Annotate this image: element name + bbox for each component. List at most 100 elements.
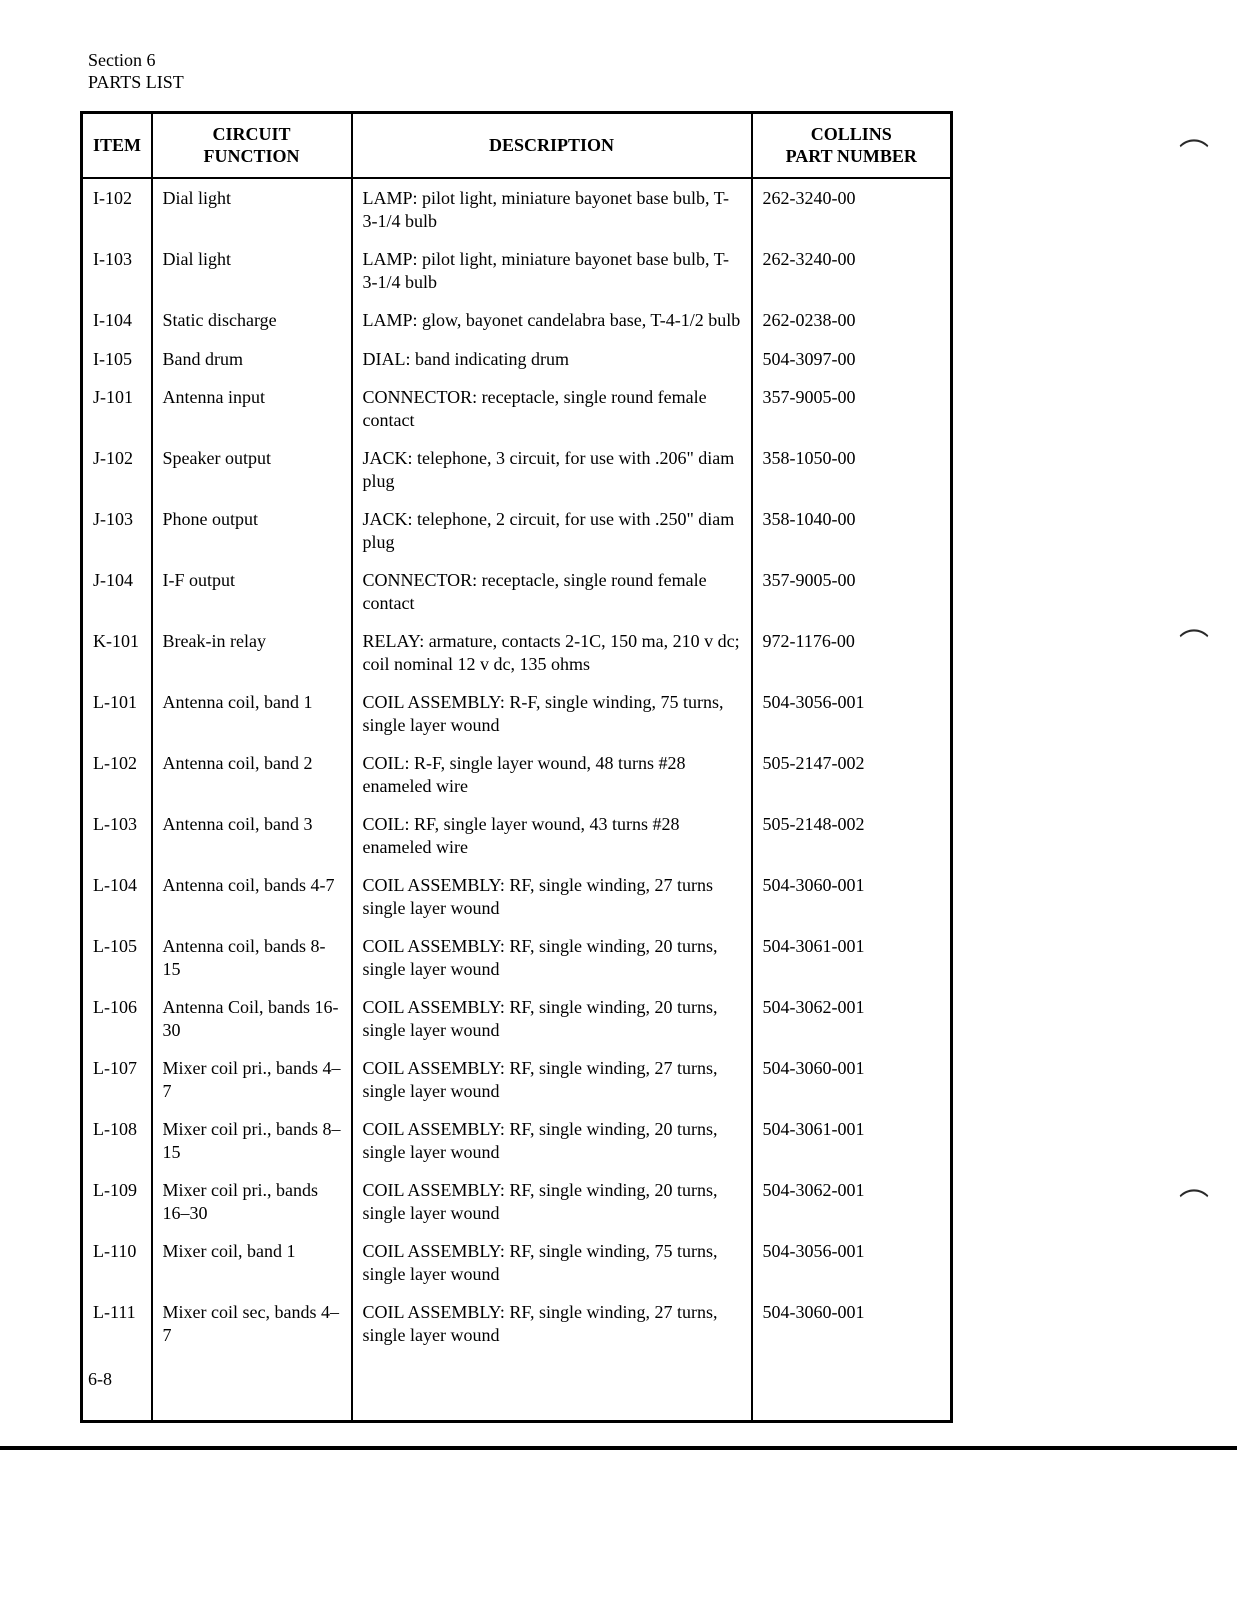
cell-desc: COIL ASSEMBLY: RF, single winding, 27 tu… (352, 866, 752, 927)
cell-func: I-F output (152, 561, 352, 622)
cell-desc: LAMP: pilot light, miniature bayonet bas… (352, 240, 752, 301)
table-row (82, 1354, 952, 1422)
cell-func: Dial light (152, 178, 352, 240)
cell-item: L-108 (82, 1110, 152, 1171)
cell-desc: CONNECTOR: receptacle, single round fema… (352, 378, 752, 439)
cell-item: L-107 (82, 1049, 152, 1110)
cell-part: 504-3062-001 (752, 1171, 952, 1232)
table-row: I-103Dial lightLAMP: pilot light, miniat… (82, 240, 952, 301)
parts-table: ITEM CIRCUIT FUNCTION DESCRIPTION COLLIN… (80, 111, 953, 1423)
page-header: Section 6 PARTS LIST (88, 50, 1147, 93)
table-row: J-101Antenna inputCONNECTOR: receptacle,… (82, 378, 952, 439)
table-row: I-104Static dischargeLAMP: glow, bayonet… (82, 301, 952, 340)
table-row: L-109Mixer coil pri., bands 16–30COIL AS… (82, 1171, 952, 1232)
table-row: J-104I-F outputCONNECTOR: receptacle, si… (82, 561, 952, 622)
cell-item: I-104 (82, 301, 152, 340)
cell-func: Mixer coil pri., bands 16–30 (152, 1171, 352, 1232)
cell-item: L-111 (82, 1293, 152, 1354)
cell-desc: COIL ASSEMBLY: R-F, single winding, 75 t… (352, 683, 752, 744)
cell-item: I-102 (82, 178, 152, 240)
cell-part: 357-9005-00 (752, 378, 952, 439)
cell-desc: COIL ASSEMBLY: RF, single winding, 20 tu… (352, 1171, 752, 1232)
table-row: K-101Break-in relayRELAY: armature, cont… (82, 622, 952, 683)
cell-part: 504-3062-001 (752, 988, 952, 1049)
cell-item: L-109 (82, 1171, 152, 1232)
cell-part: 504-3061-001 (752, 1110, 952, 1171)
cell-func: Antenna coil, band 1 (152, 683, 352, 744)
table-row: J-102Speaker outputJACK: telephone, 3 ci… (82, 439, 952, 500)
cell-func: Band drum (152, 340, 352, 379)
cell-item: L-110 (82, 1232, 152, 1293)
cell-func: Antenna coil, band 2 (152, 744, 352, 805)
cell-func: Static discharge (152, 301, 352, 340)
cell-part: 504-3060-001 (752, 866, 952, 927)
cell-part: 504-3097-00 (752, 340, 952, 379)
cell-part: 505-2147-002 (752, 744, 952, 805)
cell-item: J-101 (82, 378, 152, 439)
cell-item: K-101 (82, 622, 152, 683)
cell-desc: RELAY: armature, contacts 2-1C, 150 ma, … (352, 622, 752, 683)
cell-empty (152, 1354, 352, 1422)
cell-part: 358-1040-00 (752, 500, 952, 561)
cell-func: Antenna input (152, 378, 352, 439)
cell-part: 972-1176-00 (752, 622, 952, 683)
cell-item: J-103 (82, 500, 152, 561)
cell-func: Antenna coil, bands 4-7 (152, 866, 352, 927)
table-row: L-102Antenna coil, band 2COIL: R-F, sing… (82, 744, 952, 805)
table-header-row: ITEM CIRCUIT FUNCTION DESCRIPTION COLLIN… (82, 113, 952, 179)
cell-desc: COIL: R-F, single layer wound, 48 turns … (352, 744, 752, 805)
cell-desc: JACK: telephone, 3 circuit, for use with… (352, 439, 752, 500)
cell-func: Speaker output (152, 439, 352, 500)
cell-desc: LAMP: pilot light, miniature bayonet bas… (352, 178, 752, 240)
section-label: Section 6 (88, 50, 1147, 72)
table-body: I-102Dial lightLAMP: pilot light, miniat… (82, 178, 952, 1422)
col-item: ITEM (82, 113, 152, 179)
cell-desc: CONNECTOR: receptacle, single round fema… (352, 561, 752, 622)
cell-desc: COIL ASSEMBLY: RF, single winding, 27 tu… (352, 1293, 752, 1354)
cell-desc: COIL ASSEMBLY: RF, single winding, 75 tu… (352, 1232, 752, 1293)
table-row: L-106Antenna Coil, bands 16-30COIL ASSEM… (82, 988, 952, 1049)
table-row: I-102Dial lightLAMP: pilot light, miniat… (82, 178, 952, 240)
cell-item: L-101 (82, 683, 152, 744)
page-number: 6-8 (88, 1369, 112, 1390)
cell-part: 357-9005-00 (752, 561, 952, 622)
cell-part: 504-3056-001 (752, 683, 952, 744)
cell-item: I-103 (82, 240, 152, 301)
table-row: L-101Antenna coil, band 1COIL ASSEMBLY: … (82, 683, 952, 744)
col-desc: DESCRIPTION (352, 113, 752, 179)
table-row: L-103Antenna coil, band 3COIL: RF, singl… (82, 805, 952, 866)
cell-part: 504-3060-001 (752, 1293, 952, 1354)
cell-part: 262-3240-00 (752, 240, 952, 301)
cell-empty (752, 1354, 952, 1422)
cell-func: Antenna coil, band 3 (152, 805, 352, 866)
punch-mark-icon: ⌒ (1179, 620, 1209, 664)
cell-part: 505-2148-002 (752, 805, 952, 866)
cell-func: Antenna coil, bands 8-15 (152, 927, 352, 988)
col-func: CIRCUIT FUNCTION (152, 113, 352, 179)
cell-func: Mixer coil, band 1 (152, 1232, 352, 1293)
table-row: L-108Mixer coil pri., bands 8–15COIL ASS… (82, 1110, 952, 1171)
col-part: COLLINS PART NUMBER (752, 113, 952, 179)
cell-item: L-103 (82, 805, 152, 866)
cell-item: I-105 (82, 340, 152, 379)
cell-func: Mixer coil pri., bands 8–15 (152, 1110, 352, 1171)
table-row: J-103Phone outputJACK: telephone, 2 circ… (82, 500, 952, 561)
cell-desc: COIL ASSEMBLY: RF, single winding, 20 tu… (352, 1110, 752, 1171)
cell-desc: DIAL: band indicating drum (352, 340, 752, 379)
cell-part: 262-0238-00 (752, 301, 952, 340)
cell-func: Phone output (152, 500, 352, 561)
table-row: L-111Mixer coil sec, bands 4–7COIL ASSEM… (82, 1293, 952, 1354)
cell-part: 504-3060-001 (752, 1049, 952, 1110)
table-row: I-105Band drumDIAL: band indicating drum… (82, 340, 952, 379)
cell-desc: JACK: telephone, 2 circuit, for use with… (352, 500, 752, 561)
cell-desc: COIL: RF, single layer wound, 43 turns #… (352, 805, 752, 866)
cell-item: L-102 (82, 744, 152, 805)
cell-desc: COIL ASSEMBLY: RF, single winding, 20 tu… (352, 988, 752, 1049)
cell-part: 504-3056-001 (752, 1232, 952, 1293)
cell-item: L-105 (82, 927, 152, 988)
cell-item: J-104 (82, 561, 152, 622)
table-row: L-107Mixer coil pri., bands 4–7COIL ASSE… (82, 1049, 952, 1110)
cell-func: Dial light (152, 240, 352, 301)
punch-mark-icon: ⌒ (1179, 1180, 1209, 1224)
cell-item: L-106 (82, 988, 152, 1049)
